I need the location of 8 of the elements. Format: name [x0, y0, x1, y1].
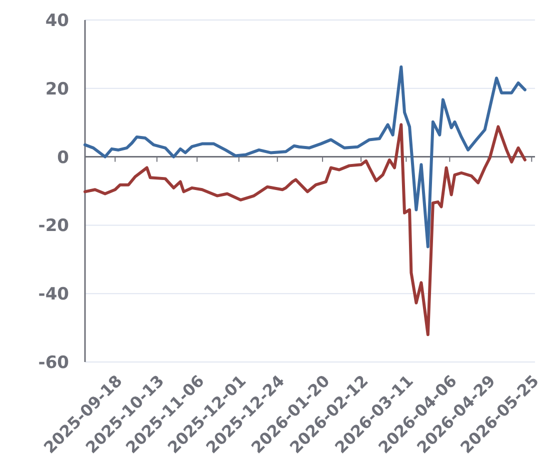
y-tick-label: 40 [45, 10, 70, 31]
y-tick-label: 0 [57, 148, 70, 168]
line-series [84, 123, 526, 336]
y-tick-label: -60 [38, 352, 70, 373]
y-tick-label: -40 [38, 284, 70, 305]
y-tick-label: 20 [45, 79, 70, 100]
y-tick-label: -20 [38, 216, 70, 236]
line-series [84, 65, 526, 248]
